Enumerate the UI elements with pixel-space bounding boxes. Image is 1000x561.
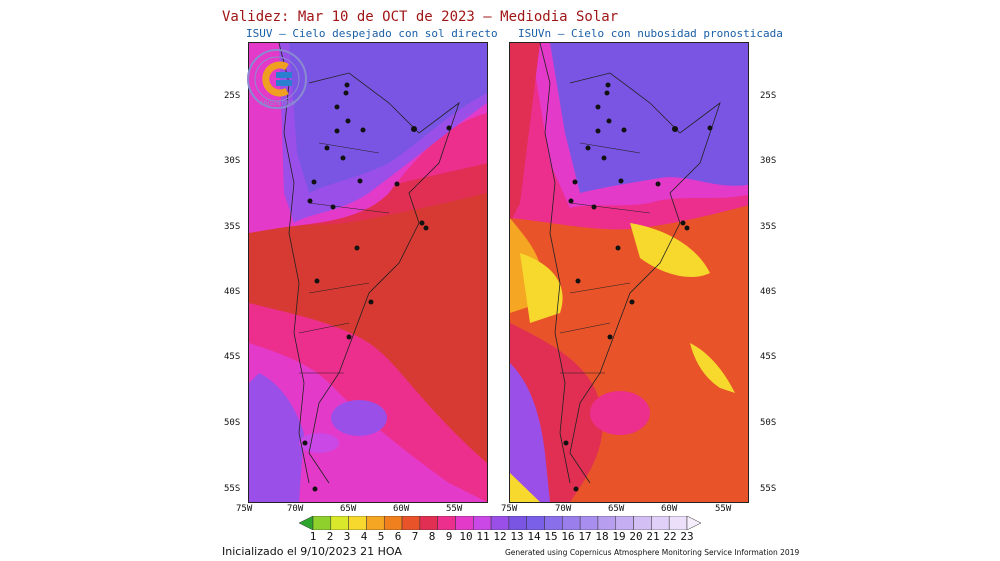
colorbar-segment xyxy=(668,516,688,530)
lat-label-40s-left: 40S xyxy=(224,287,241,297)
colorbar-segment xyxy=(544,516,563,530)
colorbar-tick-label: 6 xyxy=(394,530,402,543)
colorbar-tick-label: 12 xyxy=(493,530,507,543)
colorbar-tick-label: 16 xyxy=(561,530,575,543)
lat-label-35s-left: 35S xyxy=(224,222,241,232)
lat-label-30s-right: 30S xyxy=(760,156,777,166)
colorbar-tick-label: 2 xyxy=(326,530,334,543)
lon-label-75w-right: 75W xyxy=(501,504,518,514)
right-map-panel xyxy=(509,42,749,503)
colorbar-segment xyxy=(651,516,670,530)
lon-label-75w-left: 75W xyxy=(236,504,253,514)
colorbar-tick-label: 4 xyxy=(360,530,368,543)
colorbar-segment xyxy=(615,516,634,530)
colorbar-segment xyxy=(526,516,545,530)
colorbar-segment xyxy=(330,516,349,530)
lat-label-55s-right: 55S xyxy=(760,484,777,494)
colorbar-segment xyxy=(312,516,332,530)
seal-text: ARGENTINA xyxy=(259,100,295,107)
colorbar-segment xyxy=(455,516,474,530)
colorbar-segment xyxy=(366,516,385,530)
lon-label-65w-left: 65W xyxy=(340,504,357,514)
lon-label-55w-right: 55W xyxy=(715,504,732,514)
colorbar-segment xyxy=(419,516,438,530)
colorbar-tick-label: 21 xyxy=(646,530,660,543)
colorbar-segment xyxy=(579,516,599,530)
init-time-label: Inicializado el 9/10/2023 21 HOA xyxy=(222,545,402,558)
colorbar-segment xyxy=(348,516,367,530)
lat-label-45s-left: 45S xyxy=(224,352,241,362)
colorbar-tick-label: 15 xyxy=(544,530,558,543)
lat-label-45s-right: 45S xyxy=(760,352,777,362)
colorbar-tick-label: 23 xyxy=(680,530,694,543)
lat-label-25s-left: 25S xyxy=(224,91,241,101)
colorbar-segment xyxy=(597,516,617,530)
lon-label-60w-left: 60W xyxy=(393,504,410,514)
lat-label-40s-right: 40S xyxy=(760,287,777,297)
colorbar-tick-label: 5 xyxy=(377,530,385,543)
lat-label-55s-left: 55S xyxy=(224,484,241,494)
colorbar-segment xyxy=(401,516,421,530)
colorbar-tick-label: 3 xyxy=(343,530,351,543)
colorbar-tick-label: 1 xyxy=(309,530,317,543)
page-title: Validez: Mar 10 de OCT de 2023 — Mediodi… xyxy=(222,9,619,25)
colorbar-segment xyxy=(490,516,510,530)
colorbar-tick-label: 7 xyxy=(411,530,419,543)
lat-label-25s-right: 25S xyxy=(760,91,777,101)
colorbar-tick-label: 9 xyxy=(445,530,453,543)
colorbar-tick-label: 18 xyxy=(595,530,609,543)
colorbar-segment xyxy=(473,516,492,530)
lat-label-35s-right: 35S xyxy=(760,222,777,232)
colorbar-segment xyxy=(686,516,701,530)
left-panel-subtitle: ISUV — Cielo despejado con sol directo xyxy=(246,27,498,40)
left-uv-map xyxy=(249,43,487,502)
copernicus-credit: Generated using Copernicus Atmosphere Mo… xyxy=(505,548,800,557)
lon-label-60w-right: 60W xyxy=(661,504,678,514)
colorbar-tick-label: 11 xyxy=(476,530,490,543)
lat-label-50s-right: 50S xyxy=(760,418,777,428)
right-uv-map xyxy=(510,43,748,502)
smn-argentina-seal-icon: ARGENTINA xyxy=(246,48,308,110)
colorbar-segment xyxy=(383,516,403,530)
colorbar-segment xyxy=(508,516,527,530)
lon-label-65w-right: 65W xyxy=(608,504,625,514)
lon-label-70w-left: 70W xyxy=(287,504,304,514)
colorbar-tick-label: 17 xyxy=(578,530,592,543)
colorbar-tick-label: 8 xyxy=(428,530,436,543)
colorbar-segment xyxy=(562,516,581,530)
colorbar-tick-label: 22 xyxy=(663,530,677,543)
lon-label-70w-right: 70W xyxy=(555,504,572,514)
colorbar-segment xyxy=(633,516,652,530)
right-panel-subtitle: ISUVn — Cielo con nubosidad pronosticada xyxy=(518,27,783,40)
left-map-panel xyxy=(248,42,488,503)
colorbar-segment xyxy=(437,516,456,530)
uv-colorbar xyxy=(299,516,701,530)
lat-label-50s-left: 50S xyxy=(224,418,241,428)
colorbar-tick-label: 10 xyxy=(459,530,473,543)
lat-label-30s-left: 30S xyxy=(224,156,241,166)
colorbar-tick-label: 20 xyxy=(629,530,643,543)
colorbar-tick-label: 13 xyxy=(510,530,524,543)
lon-label-55w-left: 55W xyxy=(446,504,463,514)
colorbar-tick-label: 19 xyxy=(612,530,626,543)
colorbar-tick-label: 14 xyxy=(527,530,541,543)
colorbar-segment xyxy=(299,516,314,530)
